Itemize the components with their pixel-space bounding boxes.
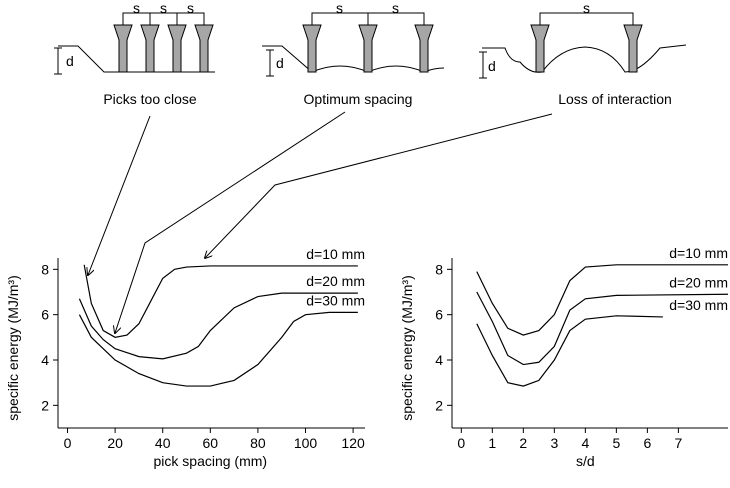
x-axis-label: s/d [576,453,595,469]
schematic-label: Loss of interaction [558,91,672,107]
schematic-optimum: d s s Optimum spacing [262,0,445,107]
series-line [476,291,729,366]
depth-label: d [276,55,284,71]
schematic-label: Optimum spacing [304,91,413,107]
x-tick-label: 6 [643,435,651,451]
y-tick-label: 8 [435,261,443,277]
schematic-loss: d s Loss of interaction [479,0,687,107]
x-tick-label: 0 [64,435,72,451]
spacing-label: s [583,0,590,16]
y-tick-label: 6 [41,307,49,323]
arrow [115,111,346,333]
x-tick-label: 100 [294,435,318,451]
x-tick-label: 60 [203,435,219,451]
series-line [83,264,358,338]
x-tick-label: 0 [457,435,465,451]
spacing-label: s [336,0,343,16]
x-tick-label: 3 [550,435,558,451]
series-line [78,311,358,387]
depth-label: d [66,53,74,69]
x-tick-label: 7 [674,435,682,451]
spacing-label: s [133,0,140,16]
series-line [476,264,728,336]
spacing-label: s [392,0,399,16]
depth-label: d [488,58,496,74]
schematic-label: Picks too close [103,91,197,107]
series-line [476,315,663,387]
y-tick-label: 4 [435,352,443,368]
y-axis-label: specific energy (MJ/m³) [5,275,21,420]
y-tick-label: 2 [435,397,443,413]
series-label: d=30 mm [306,292,365,308]
x-tick-label: 20 [107,435,123,451]
series-label: d=10 mm [306,246,365,262]
arrow [88,115,151,275]
x-tick-label: 40 [155,435,171,451]
x-tick-label: 80 [250,435,266,451]
x-tick-label: 4 [581,435,589,451]
y-tick-label: 6 [435,307,443,323]
schematic-close: d s s s Picks too close [54,0,215,107]
y-tick-label: 2 [41,397,49,413]
series-label: d=20 mm [669,274,728,290]
x-tick-label: 120 [341,435,365,451]
x-tick-label: 1 [488,435,496,451]
y-axis-label: specific energy (MJ/m³) [399,275,415,420]
x-axis-label: pick spacing (mm) [154,453,268,469]
arrow [205,113,553,258]
y-tick-label: 8 [41,261,49,277]
x-tick-label: 2 [519,435,527,451]
series-label: d=20 mm [306,273,365,289]
series-label: d=30 mm [669,297,728,313]
y-tick-label: 4 [41,352,49,368]
x-tick-label: 5 [612,435,620,451]
spacing-label: s [160,0,167,16]
series-line [78,292,358,360]
spacing-label: s [187,0,194,16]
series-label: d=10 mm [669,245,728,261]
